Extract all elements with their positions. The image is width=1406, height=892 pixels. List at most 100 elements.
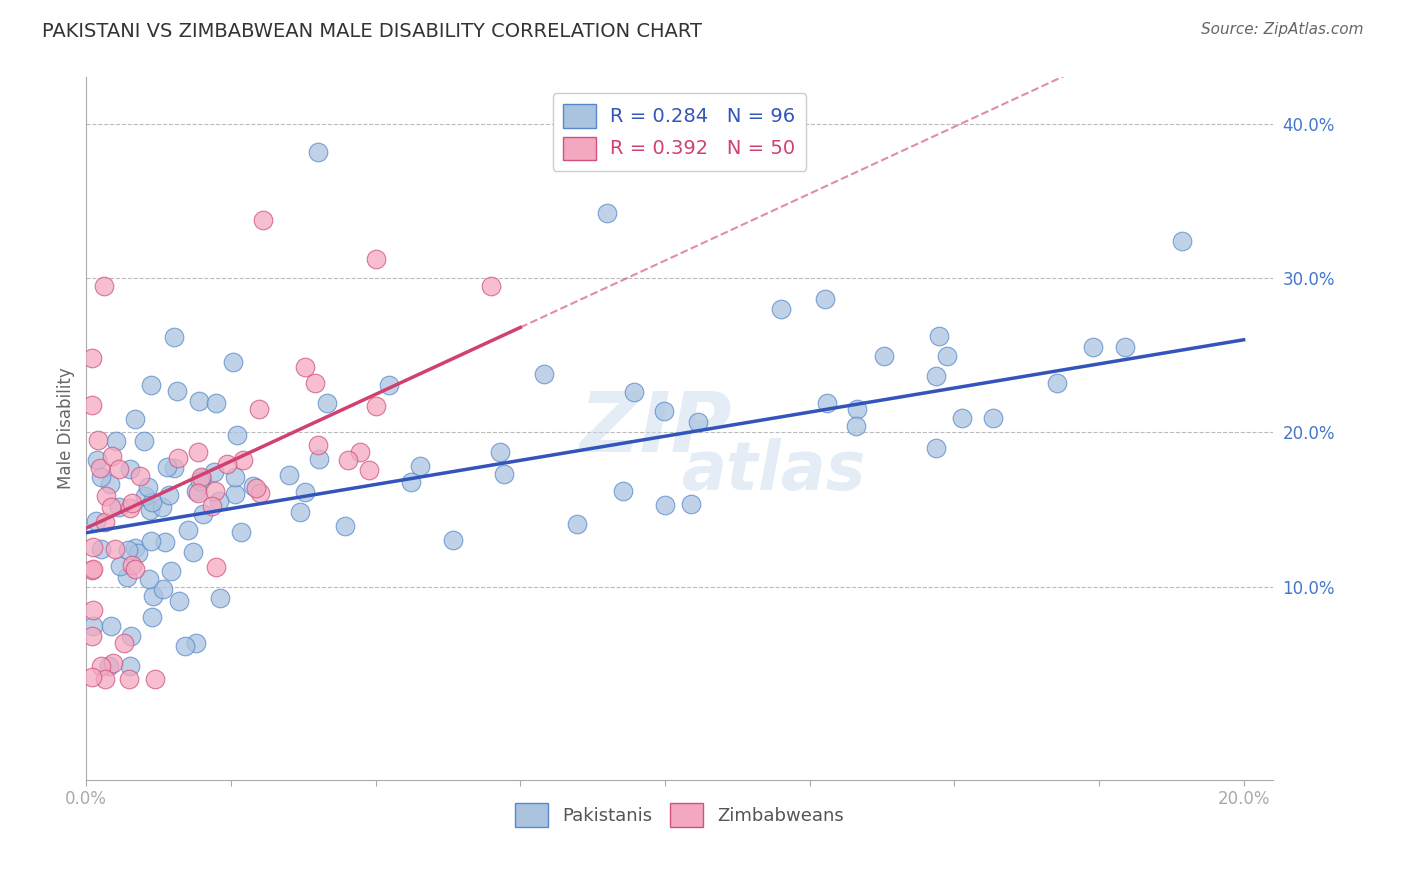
Point xyxy=(163,330,186,344)
Point xyxy=(252,213,274,227)
Point xyxy=(187,485,209,500)
Point xyxy=(307,438,329,452)
Point xyxy=(105,434,128,449)
Point xyxy=(120,629,142,643)
Point xyxy=(90,658,112,673)
Point xyxy=(596,206,619,220)
Point xyxy=(217,457,239,471)
Point xyxy=(129,469,152,483)
Point xyxy=(565,517,588,532)
Point xyxy=(153,535,176,549)
Point xyxy=(118,672,141,686)
Point xyxy=(242,479,264,493)
Point xyxy=(187,445,209,459)
Point xyxy=(124,562,146,576)
Point xyxy=(184,484,207,499)
Point xyxy=(494,467,516,481)
Point xyxy=(1046,376,1069,391)
Point xyxy=(86,514,108,528)
Text: Source: ZipAtlas.com: Source: ZipAtlas.com xyxy=(1201,22,1364,37)
Point xyxy=(181,545,204,559)
Point xyxy=(163,461,186,475)
Point xyxy=(93,278,115,293)
Point xyxy=(814,292,837,306)
Point xyxy=(188,475,211,489)
Point xyxy=(247,401,270,416)
Point xyxy=(205,396,228,410)
Point xyxy=(769,301,792,316)
Point xyxy=(231,525,253,540)
Point xyxy=(184,636,207,650)
Point xyxy=(141,609,163,624)
Point xyxy=(399,475,422,489)
Point xyxy=(94,489,117,503)
Point xyxy=(115,570,138,584)
Point xyxy=(232,452,254,467)
Point xyxy=(87,433,110,447)
Point xyxy=(364,400,387,414)
Point xyxy=(925,441,948,455)
Point xyxy=(846,402,869,417)
Point xyxy=(82,603,104,617)
Point xyxy=(82,619,104,633)
Point xyxy=(950,410,973,425)
Point xyxy=(160,564,183,578)
Point xyxy=(139,533,162,548)
Point xyxy=(127,546,149,560)
Point xyxy=(136,480,159,494)
Point xyxy=(94,673,117,687)
Text: atlas: atlas xyxy=(682,438,866,504)
Point xyxy=(80,563,103,577)
Point xyxy=(294,485,316,500)
Point xyxy=(82,562,104,576)
Point xyxy=(104,541,127,556)
Point xyxy=(983,410,1005,425)
Point xyxy=(349,444,371,458)
Point xyxy=(89,461,111,475)
Point xyxy=(132,434,155,448)
Point xyxy=(1171,234,1194,248)
Text: ZIP: ZIP xyxy=(579,388,733,469)
Text: PAKISTANI VS ZIMBABWEAN MALE DISABILITY CORRELATION CHART: PAKISTANI VS ZIMBABWEAN MALE DISABILITY … xyxy=(42,22,702,41)
Point xyxy=(207,493,229,508)
Point xyxy=(679,497,702,511)
Point xyxy=(288,505,311,519)
Point xyxy=(652,404,675,418)
Point xyxy=(108,462,131,476)
Point xyxy=(134,489,156,503)
Point xyxy=(167,594,190,608)
Point xyxy=(304,376,326,390)
Point xyxy=(245,481,267,495)
Point xyxy=(191,507,214,521)
Point xyxy=(100,500,122,514)
Point xyxy=(167,450,190,465)
Point xyxy=(335,519,357,533)
Point xyxy=(118,500,141,515)
Point xyxy=(533,367,555,381)
Point xyxy=(121,558,143,572)
Point xyxy=(479,278,502,293)
Point xyxy=(1114,340,1136,354)
Point xyxy=(316,396,339,410)
Point xyxy=(224,487,246,501)
Point xyxy=(80,351,103,366)
Point xyxy=(120,461,142,475)
Point xyxy=(103,657,125,671)
Point xyxy=(190,471,212,485)
Point xyxy=(124,541,146,555)
Point xyxy=(150,500,173,514)
Point xyxy=(201,499,224,513)
Point xyxy=(623,384,645,399)
Point xyxy=(205,560,228,574)
Point xyxy=(409,459,432,474)
Point xyxy=(80,629,103,643)
Point xyxy=(152,582,174,596)
Point xyxy=(117,543,139,558)
Point xyxy=(112,636,135,650)
Point xyxy=(142,590,165,604)
Legend: Pakistanis, Zimbabweans: Pakistanis, Zimbabweans xyxy=(508,797,851,834)
Point xyxy=(935,349,957,363)
Point xyxy=(357,463,380,477)
Point xyxy=(108,559,131,574)
Point xyxy=(815,396,838,410)
